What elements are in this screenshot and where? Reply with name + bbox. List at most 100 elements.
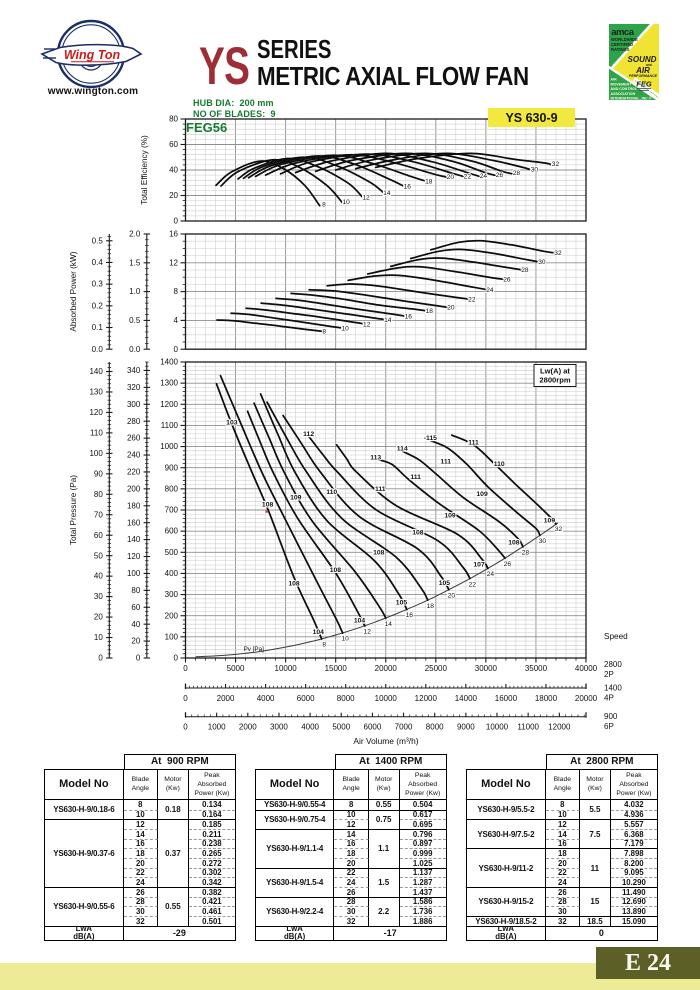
y-tick-label: 500 [165,548,179,557]
model-cell: YS630-H-9/1.1-4 [255,828,335,868]
blade-angle-cell: 26 [123,886,158,897]
blade-angle-cell: 14 [545,828,580,839]
curve-blade-angle-28 [389,257,524,271]
blade-angle-cell: 32 [545,915,580,926]
scale-tick-label: 0.3 [92,280,104,289]
badge-feg-microline-1 [637,88,651,89]
peak-power-cell: 6.368 [610,828,657,839]
badge-bottom-line-3: AND CONTROL [611,87,638,91]
peak-power-cell: 1.287 [399,877,446,887]
curve-label: 26 [503,277,511,284]
curve-blade-angle-30 [409,248,541,263]
model-cell: YS630-H-9/5.5-2 [467,799,546,820]
curve-label: 32 [555,526,563,533]
motor-cell: 0.55 [157,886,189,926]
motor-cell: 18.5 [579,915,611,926]
x-tick-label-900: 11000 [517,723,539,732]
scale-tick-label: 0.0 [92,345,104,354]
peak-power-cell: 7.179 [610,838,657,848]
scale-tick-label: 60 [131,603,140,612]
peak-power-cell: 1.586 [399,896,446,906]
blade-angle-cell: 10 [123,809,158,820]
peak-power-cell: 0.382 [188,886,235,897]
lw-label: 109 [444,512,456,519]
curve-blade-angle-8 [215,382,323,640]
y-tick-label: 900 [165,463,179,472]
model-cell: YS630-H-9/0.75-4 [255,809,335,829]
blade-angle-cell: 28 [123,896,158,907]
y-tick-label: 1000 [160,442,178,451]
blade-angle-cell: 12 [334,819,369,829]
peak-power-cell: 8.200 [610,857,657,868]
model-cell: YS630-H-9/7.5-2 [467,819,546,849]
lw-label: 111 [468,439,479,446]
scale-tick-label: 180 [127,501,141,510]
y-tick-label: 80 [169,115,178,124]
curve-blade-angle-16 [247,155,405,187]
lwa-label-cell: LwA dB(A) [467,925,546,941]
x-tick-label-1400: 2000 [217,694,235,703]
blade-angle-cell: 8 [334,799,369,810]
curve-label: 16 [406,612,414,619]
curve-label: 22 [468,296,476,303]
curve-label: 10 [342,636,350,643]
blade-angle-cell: 14 [123,828,158,839]
peak-power-cell: 0.185 [188,819,235,829]
curve-label: 20 [447,305,455,312]
curve-blade-angle-28 [402,450,524,548]
scale-tick-label: 280 [127,417,141,426]
peak-power-cell: 0.238 [188,838,235,848]
curve-label: 22 [464,173,472,180]
curve-label: 28 [522,550,530,557]
peak-power-cell: 0.342 [188,877,235,887]
scale-tick-label: 120 [89,408,103,417]
curve-blade-angle-22 [308,436,471,580]
lw-label: 110 [494,461,505,468]
blade-angle-cell: 24 [545,877,580,887]
blade-angle-cell: 14 [334,828,369,839]
scale-tick-label: 20 [131,637,140,646]
scale-tick-label: 60 [94,531,103,540]
blade-angle-cell: 18 [545,848,580,858]
model-cell: YS630-H-9/2.2-4 [255,896,335,926]
title-main: METRIC AXIAL FLOW FAN [257,61,529,91]
curve-label: 10 [343,199,351,206]
lw-label: 108 [373,550,385,557]
x-tick-label-main: 35000 [525,664,548,673]
model-cell: YS630-H-9/0.37-6 [45,819,124,887]
x-tick-label-1400: 0 [183,694,188,703]
scale-tick-label: 0.5 [92,236,104,245]
x-tick-label-1400: 20000 [575,694,598,703]
detached-scale-900rpm: 0.0 0.1 0.2 0.3 0.4 0.5 [92,234,113,354]
page-code: E 24 [624,949,671,976]
curve-label: 18 [427,603,435,610]
curve-blade-angle-26 [375,458,506,560]
y-tick-label: 100 [165,632,179,641]
peak-power-cell: 0.134 [202,800,222,810]
peak-power-cell: 0.211 [188,828,235,839]
column-header-peak: Peak Absorbed Power (Kw) [399,770,446,800]
amca-badge: amca WORLDWIDE CERTIFIED RATINGS SOUND a… [609,24,659,100]
column-header-peak: Peak Absorbed Power (Kw) [610,770,657,800]
x-tick-label-main: 0 [183,664,188,673]
blade-angle-cell: 10 [545,809,580,820]
curve-label: 26 [496,172,504,179]
y-tick-label: 1200 [160,400,178,409]
website-url: www.wington.com [47,86,139,97]
scale-tick-label: 1.0 [129,287,141,296]
speed-pole-label: 4P [604,694,614,703]
motor-cell: 2.2 [368,896,400,926]
lw-label: 111 [410,474,421,481]
y-tick-label: 1100 [161,421,179,430]
blade-angle-cell: 32 [334,915,369,926]
x-tick-label-1400: 4000 [257,694,275,703]
x-tick-label-900: 6000 [364,723,382,732]
blade-angle-cell: 18 [123,848,158,858]
y-tick-label: 0 [174,654,179,663]
blade-angle-cell: 30 [545,906,580,916]
curve-blade-angle-18 [254,154,426,182]
curve-blade-angle-16 [259,393,408,611]
speed-rpm-label: 900 [604,712,618,721]
